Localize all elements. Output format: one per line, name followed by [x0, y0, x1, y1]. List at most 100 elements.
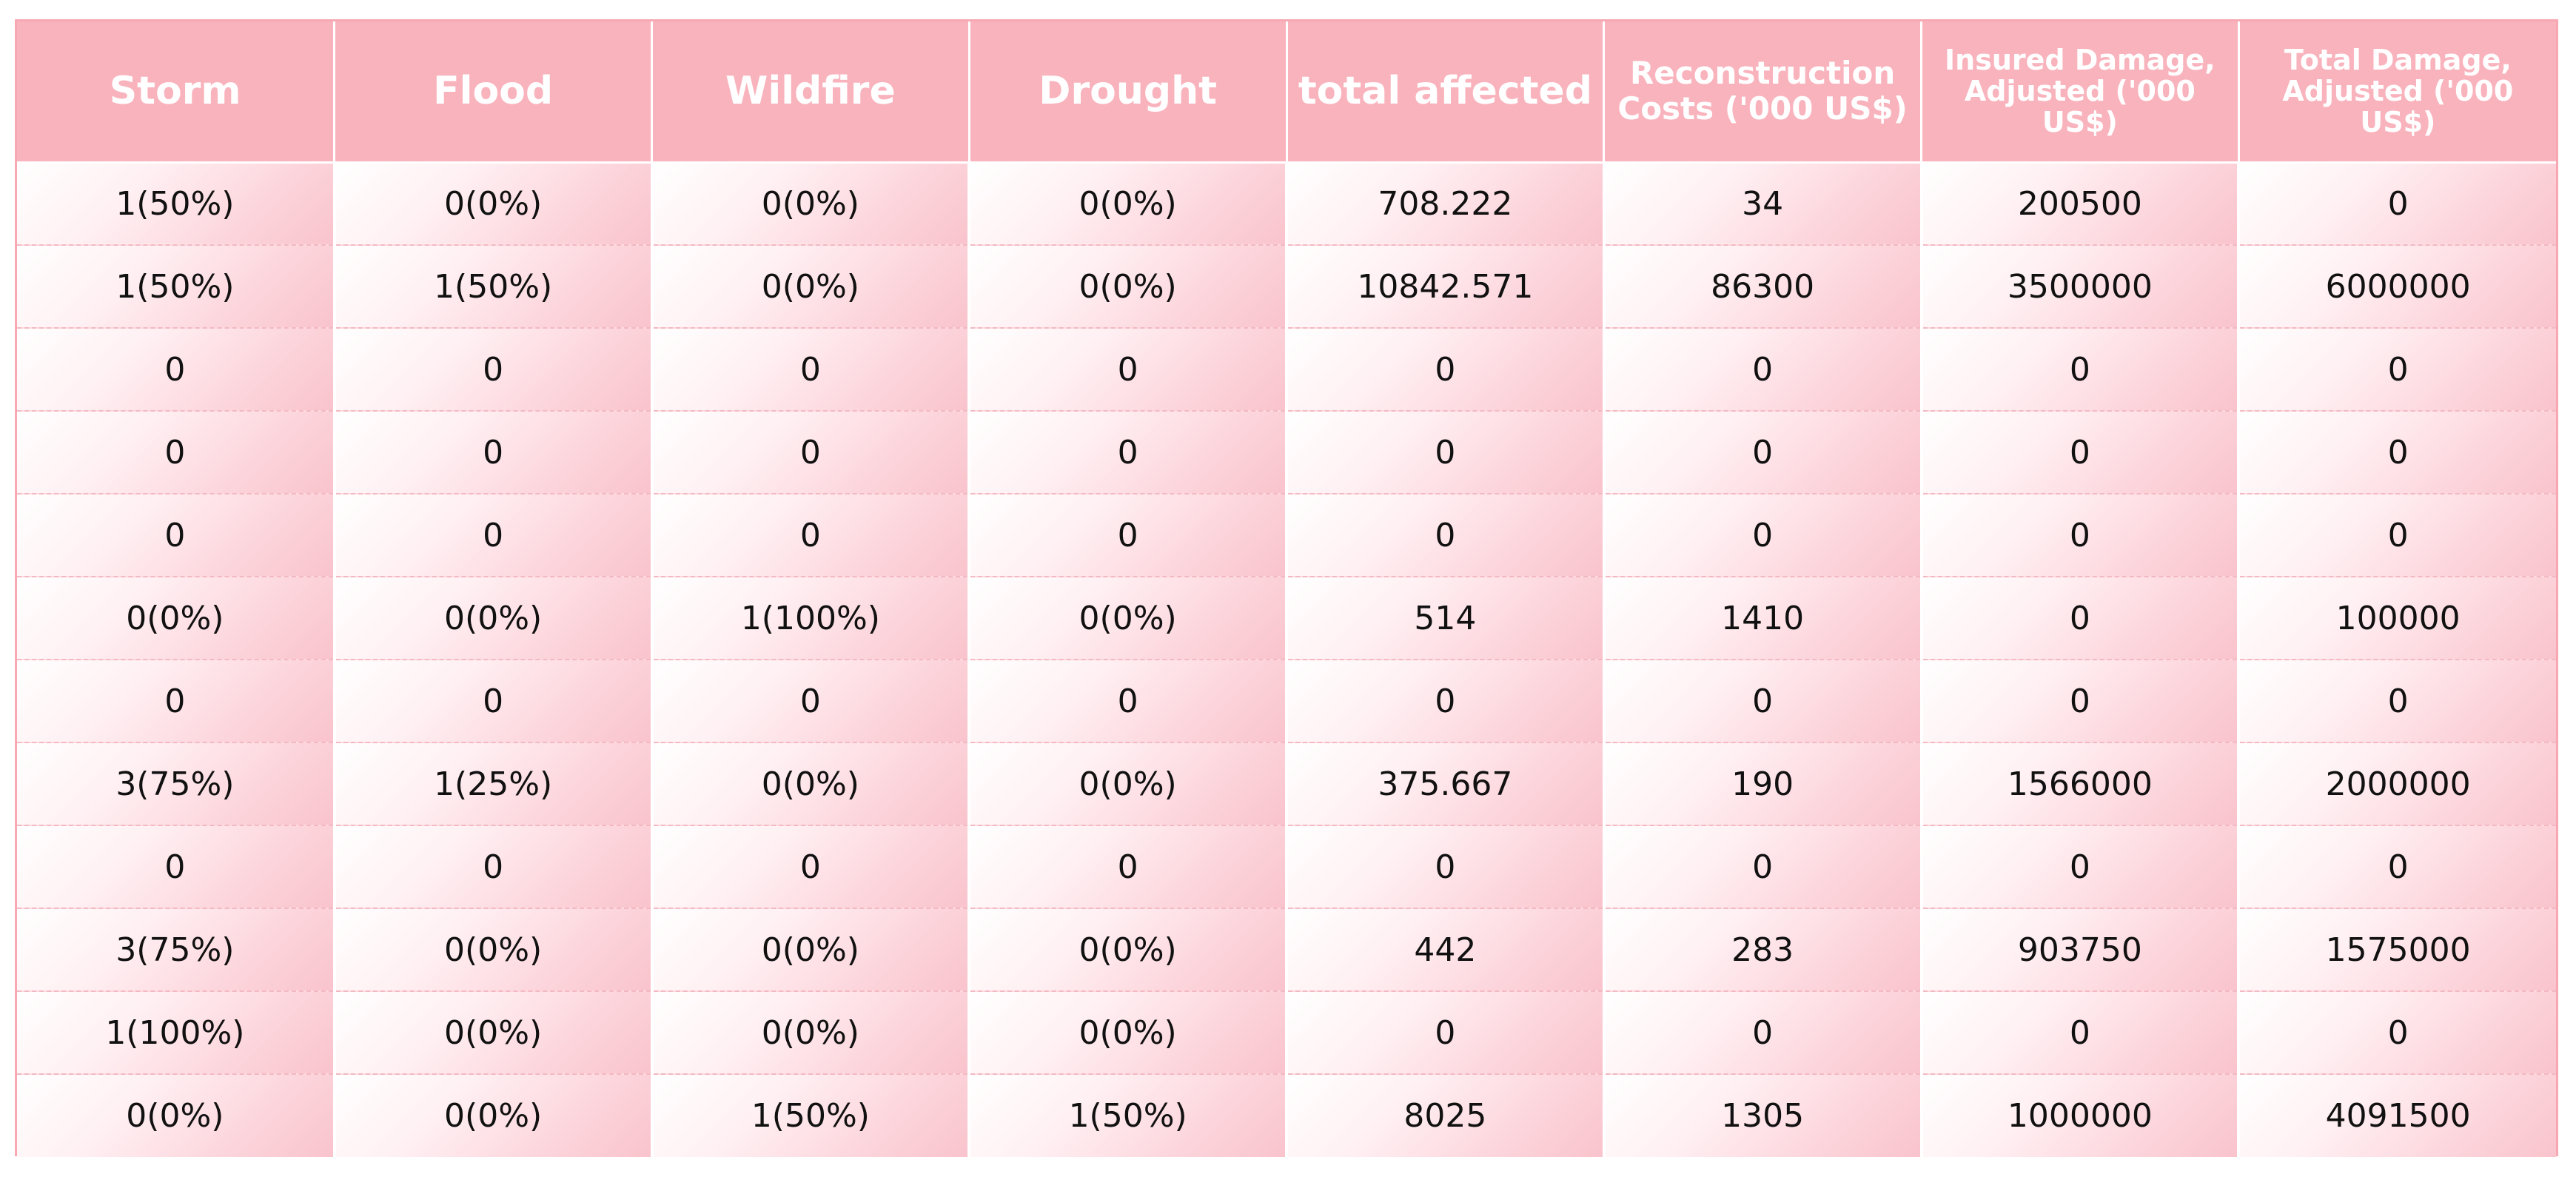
cell-drought: 0(0%): [969, 991, 1288, 1075]
cell-wildfire: 0: [651, 328, 971, 412]
cell-wildfire: 0(0%): [651, 742, 971, 826]
disaster-table-container: Storm Flood Wildfire Drought total affec…: [15, 19, 2558, 1157]
column-header-drought[interactable]: Drought: [969, 21, 1288, 164]
cell-flood: 0: [334, 825, 654, 909]
cell-drought: 0: [969, 328, 1288, 412]
cell-reconstruction-costs: 1305: [1603, 1074, 1923, 1157]
cell-insured-damage: 0: [1921, 494, 2241, 577]
cell-drought: 1(50%): [969, 1074, 1288, 1157]
cell-wildfire: 0(0%): [651, 991, 971, 1075]
cell-total-affected: 708.222: [1287, 162, 1606, 246]
cell-flood: 0: [334, 411, 654, 494]
cell-drought: 0: [969, 411, 1288, 494]
cell-wildfire: 0(0%): [651, 162, 971, 246]
cell-storm: 1(50%): [17, 162, 336, 246]
column-header-insured-damage[interactable]: Insured Damage, Adjusted ('000 US$): [1921, 21, 2240, 164]
cell-reconstruction-costs: 34: [1603, 162, 1923, 246]
table-row: 1(50%) 1(50%) 0(0%) 0(0%) 10842.571 86300 3500…: [17, 245, 2556, 329]
cell-insured-damage: 0: [1921, 660, 2241, 743]
cell-reconstruction-costs: 0: [1603, 328, 1923, 412]
table-row: 3(75%) 1(25%) 0(0%) 0(0%) 375.667 190 1566000 2…: [17, 742, 2556, 826]
cell-insured-damage: 0: [1921, 411, 2241, 494]
cell-total-affected: 0: [1287, 328, 1606, 412]
table-row: 0(0%) 0(0%) 1(50%) 1(50%) 8025 1305 1000000 409…: [17, 1074, 2556, 1157]
cell-storm: 0(0%): [17, 1074, 336, 1157]
cell-flood: 0(0%): [334, 908, 654, 992]
cell-wildfire: 0: [651, 494, 971, 577]
column-header-reconstruction-costs[interactable]: Reconstruction Costs ('000 US$): [1603, 21, 1922, 164]
cell-reconstruction-costs: 0: [1603, 825, 1923, 909]
cell-wildfire: 0(0%): [651, 245, 971, 329]
cell-total-affected: 8025: [1287, 1074, 1606, 1157]
cell-total-affected: 0: [1287, 494, 1606, 577]
cell-insured-damage: 903750: [1921, 908, 2241, 992]
cell-total-damage: 0: [2238, 411, 2556, 494]
cell-total-damage: 2000000: [2238, 742, 2556, 826]
cell-insured-damage: 0: [1921, 825, 2241, 909]
cell-wildfire: 0: [651, 660, 971, 743]
cell-flood: 0: [334, 328, 654, 412]
cell-reconstruction-costs: 0: [1603, 411, 1923, 494]
cell-reconstruction-costs: 0: [1603, 660, 1923, 743]
cell-reconstruction-costs: 283: [1603, 908, 1923, 992]
cell-flood: 0(0%): [334, 991, 654, 1075]
column-header-total-affected[interactable]: total affected: [1287, 21, 1606, 164]
cell-total-affected: 375.667: [1287, 742, 1606, 826]
cell-flood: 1(25%): [334, 742, 654, 826]
column-header-flood[interactable]: Flood: [334, 21, 653, 164]
cell-flood: 0: [334, 660, 654, 743]
cell-total-affected: 10842.571: [1287, 245, 1606, 329]
cell-drought: 0: [969, 825, 1288, 909]
cell-wildfire: 1(100%): [651, 577, 971, 660]
cell-drought: 0(0%): [969, 162, 1288, 246]
column-header-storm[interactable]: Storm: [17, 21, 336, 164]
header-row: Storm Flood Wildfire Drought total affec…: [17, 21, 2556, 164]
cell-reconstruction-costs: 0: [1603, 494, 1923, 577]
cell-total-damage: 4091500: [2238, 1074, 2556, 1157]
cell-storm: 3(75%): [17, 908, 336, 992]
cell-reconstruction-costs: 86300: [1603, 245, 1923, 329]
cell-storm: 0: [17, 411, 336, 494]
column-header-total-damage[interactable]: Total Damage, Adjusted ('000 US$): [2238, 21, 2556, 164]
cell-drought: 0(0%): [969, 245, 1288, 329]
cell-total-damage: 0: [2238, 660, 2556, 743]
cell-flood: 0: [334, 494, 654, 577]
cell-total-damage: 1575000: [2238, 908, 2556, 992]
cell-insured-damage: 200500: [1921, 162, 2241, 246]
table-body: 1(50%) 0(0%) 0(0%) 0(0%) 708.222 34 200500 0 1(5…: [17, 162, 2556, 1157]
cell-total-affected: 0: [1287, 660, 1606, 743]
cell-total-damage: 0: [2238, 162, 2556, 246]
cell-drought: 0(0%): [969, 742, 1288, 826]
cell-wildfire: 0: [651, 825, 971, 909]
cell-drought: 0: [969, 660, 1288, 743]
cell-drought: 0: [969, 494, 1288, 577]
cell-flood: 0(0%): [334, 577, 654, 660]
cell-flood: 1(50%): [334, 245, 654, 329]
cell-drought: 0(0%): [969, 577, 1288, 660]
cell-flood: 0(0%): [334, 1074, 654, 1157]
disaster-table: Storm Flood Wildfire Drought total affec…: [17, 21, 2556, 1157]
cell-total-affected: 0: [1287, 991, 1606, 1075]
cell-total-affected: 514: [1287, 577, 1606, 660]
cell-total-affected: 442: [1287, 908, 1606, 992]
cell-storm: 3(75%): [17, 742, 336, 826]
table-row: 1(100%) 0(0%) 0(0%) 0(0%) 0 0 0 0: [17, 991, 2556, 1075]
cell-insured-damage: 0: [1921, 328, 2241, 412]
cell-storm: 0: [17, 328, 336, 412]
cell-total-damage: 0: [2238, 494, 2556, 577]
cell-reconstruction-costs: 1410: [1603, 577, 1923, 660]
cell-total-damage: 0: [2238, 991, 2556, 1075]
cell-insured-damage: 1566000: [1921, 742, 2241, 826]
cell-insured-damage: 0: [1921, 577, 2241, 660]
cell-total-affected: 0: [1287, 411, 1606, 494]
column-header-wildfire[interactable]: Wildfire: [651, 21, 970, 164]
cell-storm: 0: [17, 660, 336, 743]
cell-wildfire: 1(50%): [651, 1074, 971, 1157]
cell-wildfire: 0(0%): [651, 908, 971, 992]
table-header: Storm Flood Wildfire Drought total affec…: [17, 21, 2556, 164]
